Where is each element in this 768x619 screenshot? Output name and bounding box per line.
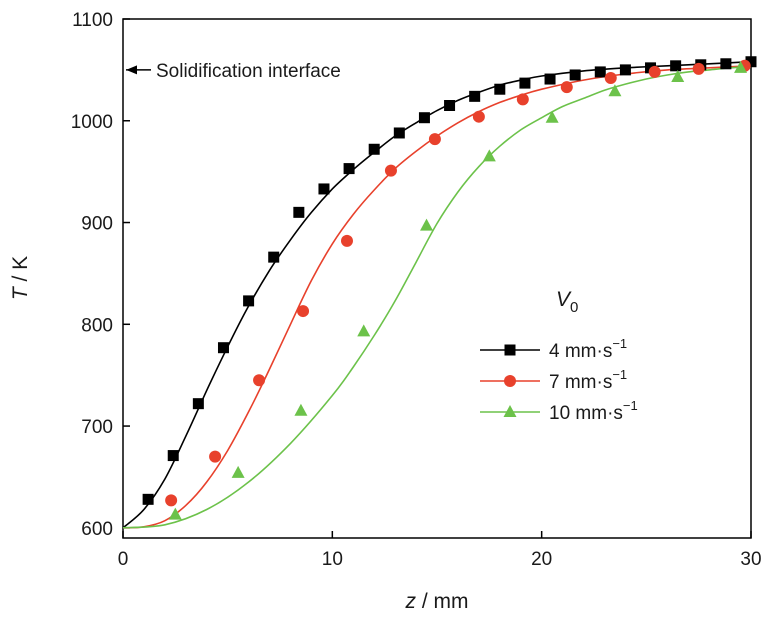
data-point-series-2 bbox=[209, 450, 222, 463]
axis-titles: z / mm T / K bbox=[9, 256, 469, 613]
legend-label-exponent: −1 bbox=[612, 367, 627, 382]
legend-marker-1 bbox=[504, 344, 516, 356]
data-point-series-2 bbox=[692, 62, 705, 75]
data-point-series-1 bbox=[192, 398, 204, 410]
data-point-series-1 bbox=[745, 56, 757, 68]
data-point-series-1 bbox=[670, 60, 682, 72]
data-point-series-3 bbox=[357, 324, 371, 337]
data-point-series-1 bbox=[393, 127, 405, 139]
data-point-series-2 bbox=[648, 65, 661, 78]
data-point-series-1 bbox=[167, 450, 179, 462]
y-tick-label: 1000 bbox=[71, 112, 113, 133]
series-line-2 bbox=[122, 65, 752, 529]
legend-label-2: 7 mm·s−1 bbox=[549, 367, 627, 393]
x-tick-label: 0 bbox=[118, 549, 129, 570]
legend-marker-3 bbox=[503, 405, 517, 417]
legend-label-1: 4 mm·s−1 bbox=[549, 336, 627, 362]
legend-label-exponent: −1 bbox=[612, 336, 627, 351]
data-point-series-3 bbox=[294, 403, 308, 416]
series-markers bbox=[142, 56, 757, 520]
plot-frame bbox=[122, 18, 752, 539]
x-tick-label: 30 bbox=[740, 549, 761, 570]
data-point-series-1 bbox=[444, 100, 456, 111]
data-point-series-1 bbox=[469, 90, 481, 102]
data-point-series-1 bbox=[569, 69, 581, 81]
data-point-series-1 bbox=[243, 295, 255, 307]
data-point-series-2 bbox=[297, 305, 310, 318]
legend-title-symbol: V bbox=[556, 288, 572, 311]
legend-label-exponent: −1 bbox=[623, 398, 638, 413]
y-tick-label: 900 bbox=[81, 214, 113, 235]
y-tick-label: 700 bbox=[81, 417, 113, 438]
legend-marker-2 bbox=[504, 375, 516, 387]
legend-label-text: 4 mm·s bbox=[549, 341, 612, 362]
legend: V04 mm·s−17 mm·s−110 mm·s−1 bbox=[480, 288, 638, 424]
y-axis-unit: / K bbox=[9, 256, 32, 288]
data-point-series-1 bbox=[293, 206, 305, 218]
data-point-series-2 bbox=[165, 494, 178, 507]
legend-label-3: 10 mm·s−1 bbox=[549, 398, 638, 424]
data-point-series-1 bbox=[720, 58, 732, 70]
x-axis-symbol: z bbox=[405, 590, 417, 613]
data-point-series-2 bbox=[516, 93, 529, 106]
data-point-series-1 bbox=[142, 493, 154, 505]
x-axis-title: z / mm bbox=[405, 590, 469, 613]
data-point-series-2 bbox=[472, 110, 485, 123]
data-point-series-3 bbox=[545, 110, 559, 123]
y-axis-title: T / K bbox=[9, 256, 32, 300]
data-point-series-1 bbox=[217, 342, 229, 354]
y-tick-label: 1100 bbox=[72, 10, 113, 31]
data-point-series-1 bbox=[318, 183, 330, 195]
y-tick-label: 800 bbox=[81, 315, 113, 336]
data-point-series-1 bbox=[544, 73, 556, 85]
data-point-series-3 bbox=[420, 218, 434, 231]
axes: 0 10 20 30 600 700 800 900 1000 1100 bbox=[71, 10, 762, 570]
data-point-series-3 bbox=[671, 70, 685, 83]
data-point-series-1 bbox=[619, 64, 631, 76]
data-point-series-2 bbox=[428, 133, 441, 146]
annotation-text: Solidification interface bbox=[156, 61, 341, 82]
data-point-series-3 bbox=[231, 465, 245, 478]
data-point-series-1 bbox=[418, 112, 430, 124]
y-axis-symbol: T bbox=[9, 285, 32, 300]
data-point-series-2 bbox=[253, 374, 266, 387]
annotation: Solidification interface bbox=[126, 61, 341, 82]
data-point-series-3 bbox=[168, 507, 182, 520]
x-axis-unit: / mm bbox=[416, 590, 469, 613]
legend-label-text: 10 mm·s bbox=[549, 403, 623, 424]
data-point-series-1 bbox=[594, 66, 606, 78]
data-point-series-1 bbox=[494, 83, 506, 95]
annotation-arrow-head bbox=[126, 65, 137, 75]
data-point-series-2 bbox=[384, 164, 397, 177]
legend-label-text: 7 mm·s bbox=[549, 372, 612, 393]
data-point-series-1 bbox=[343, 163, 355, 175]
data-point-series-3 bbox=[608, 84, 622, 97]
data-point-series-2 bbox=[560, 81, 573, 94]
data-point-series-3 bbox=[482, 149, 496, 162]
data-point-series-1 bbox=[368, 143, 380, 155]
x-tick-label: 20 bbox=[531, 549, 552, 570]
legend-title: V0 bbox=[556, 288, 578, 316]
y-tick-label: 600 bbox=[81, 519, 113, 540]
data-point-series-2 bbox=[604, 72, 617, 85]
data-point-series-2 bbox=[340, 234, 353, 247]
legend-title-subscript: 0 bbox=[570, 299, 578, 316]
x-tick-label: 10 bbox=[322, 549, 343, 570]
data-point-series-1 bbox=[268, 251, 280, 263]
data-point-series-3 bbox=[734, 60, 748, 73]
data-point-series-1 bbox=[519, 77, 531, 89]
